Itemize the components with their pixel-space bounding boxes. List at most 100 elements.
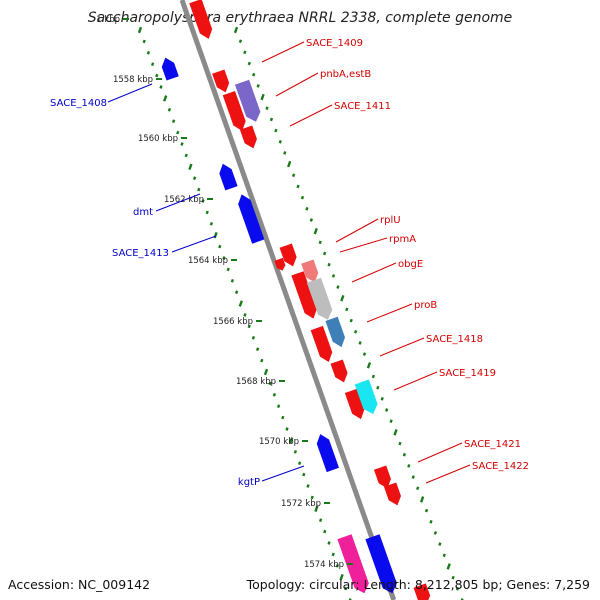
tick-dot (331, 552, 335, 557)
tick-dot (429, 519, 433, 524)
gene-label-sace-1419: SACE_1419 (439, 368, 496, 379)
tick-dot (366, 362, 372, 369)
tick-dot (230, 278, 235, 283)
tick-dot (226, 267, 230, 272)
tick-dot (438, 542, 442, 546)
tick-dot (287, 160, 292, 168)
tick-dot (306, 484, 310, 488)
tick-dot (233, 26, 239, 34)
tick-dot (407, 464, 411, 468)
tick-dot (146, 50, 151, 55)
tick-dot (309, 218, 313, 222)
tick-dot (358, 341, 362, 345)
tick-dot (451, 575, 455, 580)
gene-arrow (413, 583, 431, 600)
tick-dot (349, 318, 353, 323)
tick-dot (362, 352, 367, 356)
gene-arrow (310, 325, 333, 362)
tick-dot (243, 313, 247, 317)
tick-dot (297, 461, 302, 466)
tick-dot (380, 397, 384, 401)
topology-summary-text: Topology: circular; Length: 8,212,805 bp… (246, 577, 590, 592)
leader-line (393, 371, 438, 391)
tick-dot (260, 358, 264, 363)
right-tick-track (233, 26, 464, 600)
tick-dot (255, 347, 260, 352)
tick-dot (283, 151, 287, 155)
gene-arrow (239, 125, 257, 149)
leader-line (275, 72, 319, 97)
tick-dot (402, 452, 407, 457)
tick-dot (205, 210, 209, 215)
tick-dot (260, 93, 265, 101)
tick-dot (192, 176, 197, 181)
tick-dot (318, 240, 322, 245)
tick-dot (331, 274, 336, 278)
tick-dot (252, 72, 256, 77)
gene-arrow (189, 0, 213, 39)
tick-dot (398, 441, 402, 446)
tick-dot (302, 472, 306, 477)
tick-dot (433, 531, 438, 535)
tick-dot (251, 335, 256, 340)
gene-arrow (373, 465, 391, 489)
leader-line (379, 337, 425, 357)
tick-dot (318, 518, 323, 523)
tick-dot (289, 437, 294, 444)
tick-dot (336, 285, 340, 289)
tick-dot (278, 139, 282, 144)
gene-label-sace-1413: SACE_1413 (112, 248, 169, 259)
gene-arrow (222, 90, 246, 131)
tick-dot (272, 392, 277, 397)
tick-dot (209, 221, 214, 226)
tick-dot (354, 329, 358, 334)
gene-label-kgtp: kgtP (238, 477, 260, 488)
gene-arrow (383, 482, 401, 506)
gene-arrow (301, 259, 319, 283)
gene-arrow (306, 277, 333, 320)
tick-dot (197, 187, 201, 192)
leader-line (351, 262, 397, 283)
gene-arrow (337, 534, 369, 594)
gene-label-sace-1421: SACE_1421 (464, 439, 521, 450)
leader-line (335, 218, 379, 243)
tick-dot (265, 106, 269, 111)
tick-dot (268, 381, 272, 386)
tick-dot (327, 541, 331, 545)
tick-dot (163, 95, 168, 102)
tick-dot (419, 496, 425, 503)
kbp-label: 1564 kbp (188, 256, 228, 266)
leader-line (261, 465, 305, 482)
gene-arrow (219, 163, 238, 191)
tick-dot (159, 85, 163, 89)
tick-dot (234, 290, 239, 295)
kbp-label: 1560 kbp (138, 134, 178, 144)
leader-line (261, 41, 305, 63)
tick-dot (455, 587, 460, 591)
leader-line (425, 464, 471, 484)
tick-dot (416, 486, 420, 491)
gene-label-sace-1409: SACE_1409 (306, 38, 363, 49)
gene-label-obge: obgE (398, 259, 423, 270)
tick-dot (314, 505, 319, 513)
tick-dot (446, 563, 451, 570)
kbp-label: 1 kbp (96, 15, 120, 25)
leader-line (289, 104, 333, 127)
tick-dot (327, 262, 331, 267)
tick-dot (291, 173, 296, 178)
tick-dot (201, 199, 205, 203)
accession-text: Accession: NC_009142 (8, 577, 151, 592)
tick-dot (176, 130, 180, 135)
tick-dot (322, 251, 327, 256)
gene-label-sace-1418: SACE_1418 (426, 334, 483, 345)
tick-dot (274, 128, 278, 133)
tick-dot (137, 26, 143, 34)
tick-dot (313, 227, 318, 235)
tick-dot (285, 427, 289, 431)
leader-line (339, 237, 388, 253)
tick-dot (247, 324, 251, 329)
kbp-label: 1558 kbp (113, 75, 153, 85)
tick-dot (281, 415, 285, 420)
tick-dot (167, 107, 172, 112)
